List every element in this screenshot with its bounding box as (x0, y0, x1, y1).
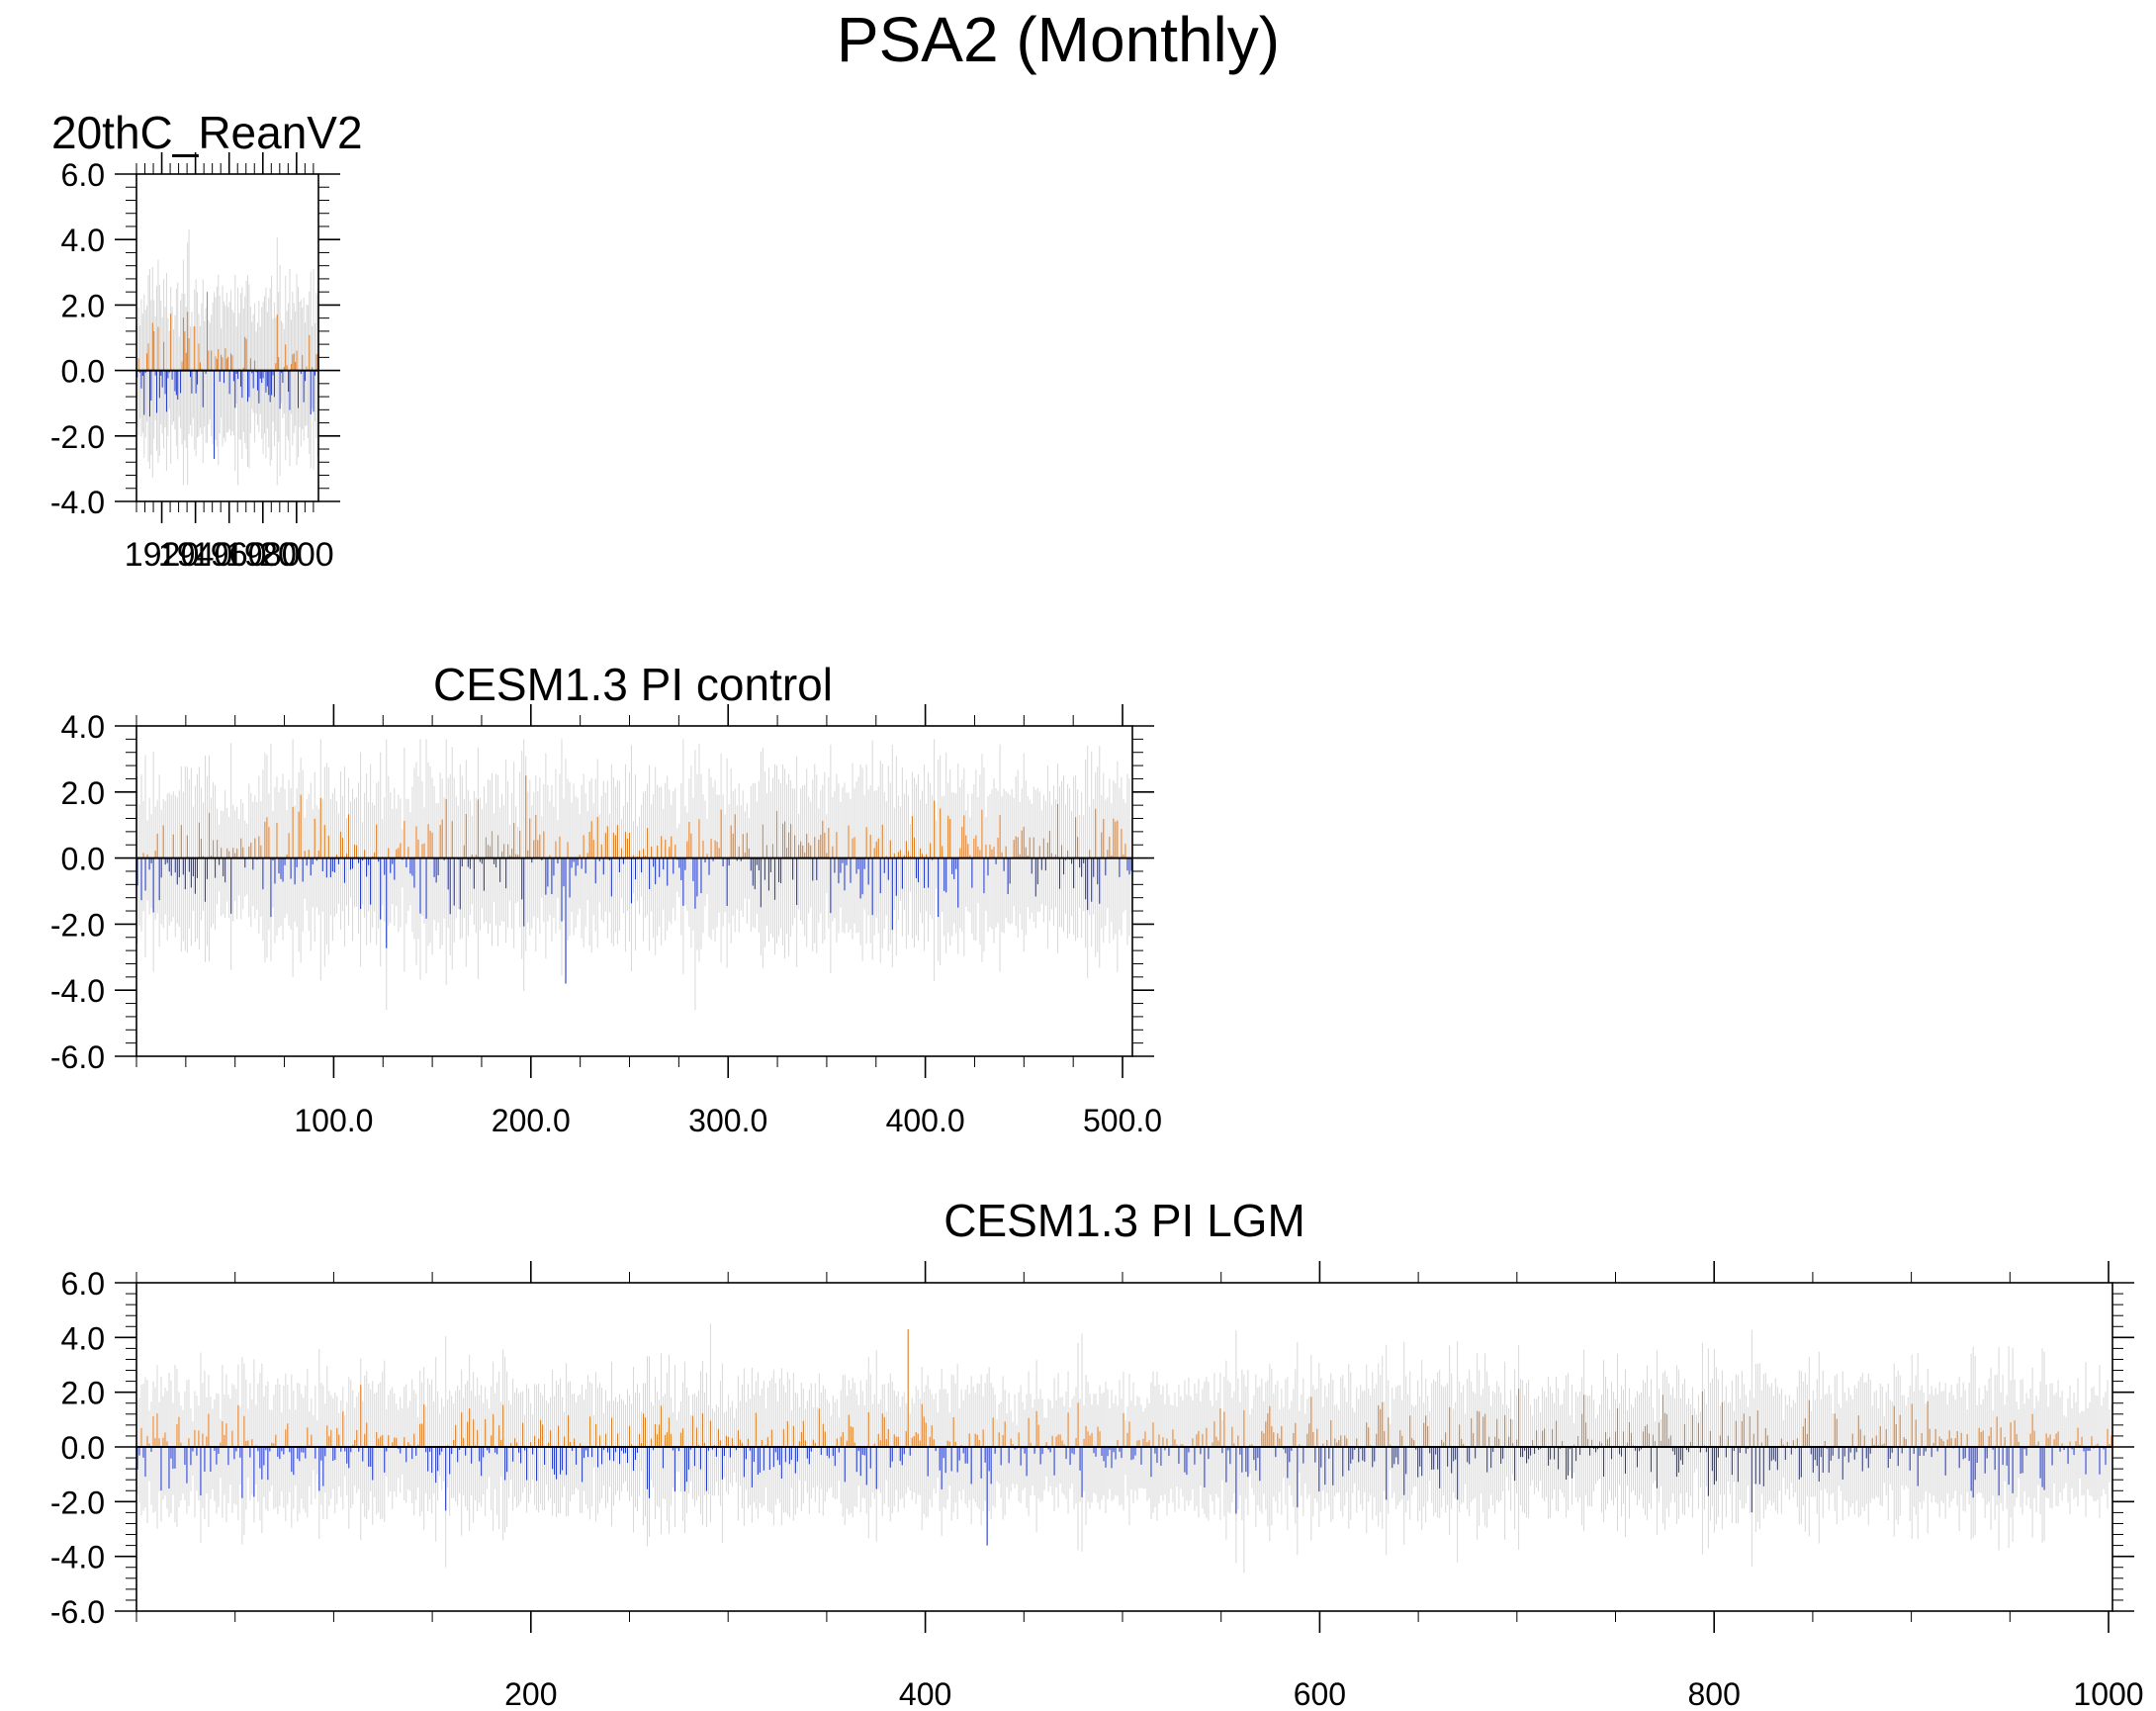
x-tick-label: 600 (1294, 1676, 1346, 1711)
panel-2: CESM1.3 PI control -6.0 -4.0 -2.0 0.0 2.0 4.0 1… (50, 659, 1162, 1138)
y-tick-label: -4.0 (50, 1540, 105, 1576)
x-tick-label: 200 (504, 1676, 557, 1711)
x-tick-label: 500.0 (1083, 1103, 1162, 1138)
panel-title: CESM1.3 PI LGM (943, 1195, 1305, 1246)
y-tick-label: -2.0 (50, 419, 105, 455)
x-tick-label: 400.0 (886, 1103, 965, 1138)
y-tick-label: 0.0 (61, 842, 105, 877)
plot-frame (135, 725, 1133, 1057)
y-tick-label: -4.0 (50, 485, 105, 520)
x-tick-label: 1980 (225, 536, 301, 574)
panel-3: CESM1.3 PI LGM -6.0 -4.0 -2.0 0.0 2.0 4.0 6.0 20… (50, 1195, 2144, 1711)
y-tick-label: -6.0 (50, 1594, 105, 1630)
panel-1: 20thC_ReanV2 -4.0 -2.0 0.0 2.0 4.0 6.0 19201940… (50, 107, 363, 574)
y-tick-label: 6.0 (61, 1266, 105, 1302)
x-tick-label: 200.0 (492, 1103, 571, 1138)
y-tick-label: -4.0 (50, 973, 105, 1009)
y-tick-label: 2.0 (61, 288, 105, 323)
x-tick-label: 1960 (192, 536, 267, 574)
x-tick-label: 400 (899, 1676, 951, 1711)
y-tick-label: 4.0 (61, 1320, 105, 1356)
y-tick-label: 6.0 (61, 157, 105, 193)
y-tick-label: 0.0 (61, 354, 105, 390)
x-tick-label: 800 (1688, 1676, 1741, 1711)
figure-title: PSA2 (Monthly) (837, 4, 1280, 75)
bar-series (136, 292, 318, 459)
envelope-series (136, 739, 1132, 1011)
y-tick-label: 4.0 (61, 709, 105, 745)
y-tick-label: 4.0 (61, 223, 105, 258)
x-tick-label: 1000 (2073, 1676, 2143, 1711)
y-tick-label: -6.0 (50, 1039, 105, 1075)
x-tick-label: 300.0 (688, 1103, 767, 1138)
y-tick-label: 2.0 (61, 1376, 105, 1411)
y-tick-label: -2.0 (50, 907, 105, 943)
panel-title: CESM1.3 PI control (433, 659, 833, 710)
x-tick-label: 2000 (259, 536, 334, 574)
panel-title: 20thC_ReanV2 (51, 107, 363, 158)
plot-frame (135, 173, 319, 502)
x-tick-label: 100.0 (294, 1103, 373, 1138)
y-tick-label: 2.0 (61, 775, 105, 811)
y-tick-label: 0.0 (61, 1430, 105, 1466)
panels: 20thC_ReanV2 -4.0 -2.0 0.0 2.0 4.0 6.0 19201940… (50, 107, 2144, 1711)
bar-series (136, 775, 1132, 984)
x-tick-label: 1920 (125, 536, 200, 574)
x-tick-label: 1940 (158, 536, 233, 574)
y-tick-label: -2.0 (50, 1485, 105, 1520)
